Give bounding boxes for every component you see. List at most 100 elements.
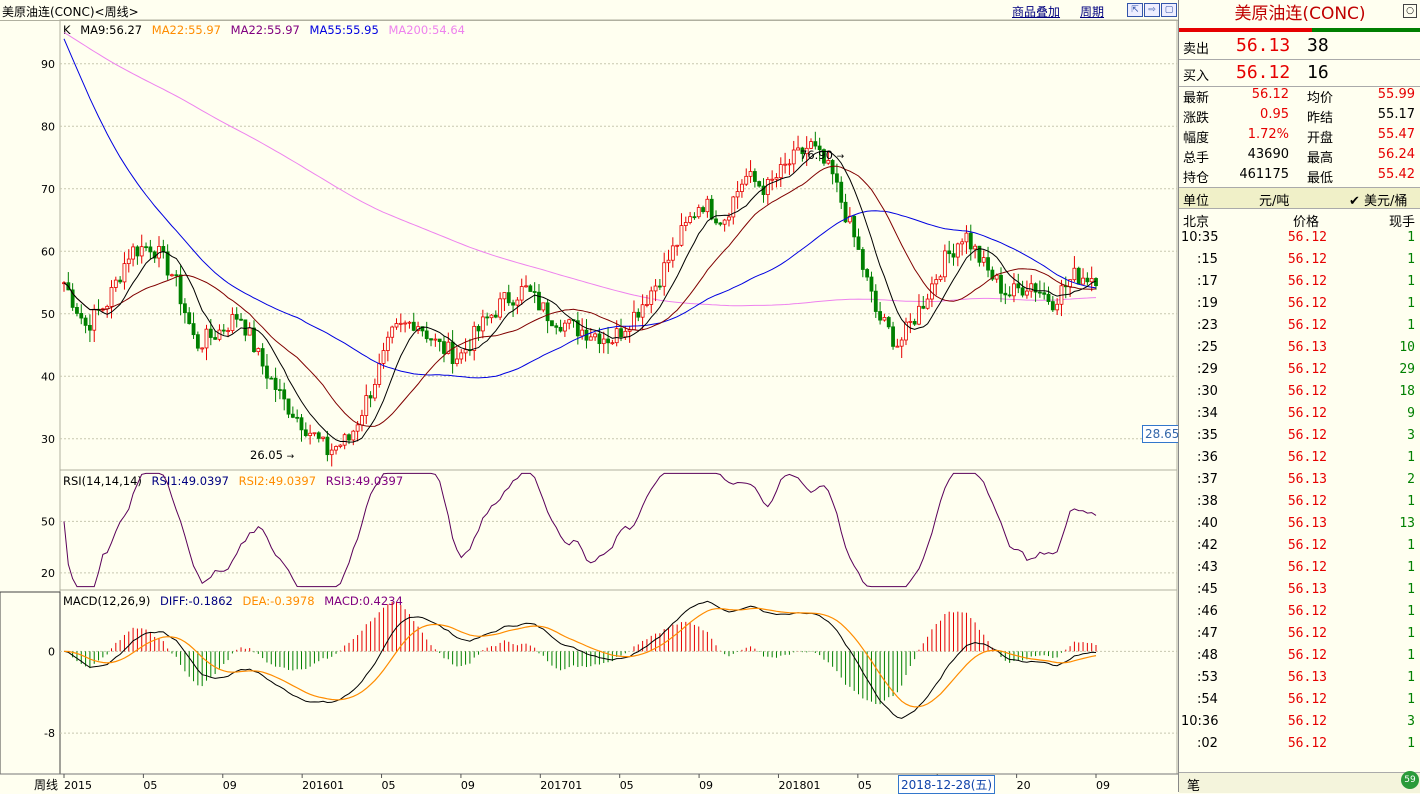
candle-body <box>131 246 135 260</box>
candle-body <box>822 149 826 164</box>
close-icon[interactable]: ○ <box>1403 4 1417 18</box>
next-icon[interactable]: ⇨ <box>1144 3 1160 17</box>
trade-qty: 29 <box>1399 362 1415 377</box>
candle-body <box>493 314 498 318</box>
trade-qty: 1 <box>1407 450 1415 465</box>
candle-body <box>243 319 248 336</box>
candle-body <box>938 276 943 280</box>
chart-svg[interactable]: 90 80 70 60 50 40 30 50 20 0 -8 2015 05 09 201601 05 09… <box>0 0 1178 792</box>
candle-body <box>640 304 645 318</box>
candle-body <box>390 326 395 338</box>
candle-body <box>316 432 321 439</box>
candle-body <box>942 250 947 278</box>
y-ticks: 90 80 70 60 50 40 30 50 20 0 -8 <box>41 58 55 740</box>
candle-body <box>502 292 507 300</box>
candle-body <box>731 196 736 218</box>
macd-legend: MACD(12,26,9) DIFF:-0.1862 DEA:-0.3978 M… <box>63 594 409 608</box>
candle-body <box>230 314 235 331</box>
candle-body <box>92 308 97 331</box>
candle-body <box>727 216 731 221</box>
candle-body <box>541 302 546 311</box>
trade-time: :17 <box>1197 274 1218 289</box>
candle-body <box>191 323 196 336</box>
candle-body <box>783 163 788 166</box>
trade-time: :48 <box>1197 648 1218 663</box>
trade-price: 56.12 <box>1287 428 1327 443</box>
x-tick-label: 05 <box>858 779 872 792</box>
dea-label: DEA:-0.3978 <box>242 594 315 608</box>
candle-body <box>791 149 796 165</box>
candle-body <box>433 338 438 341</box>
unit-cny-option[interactable]: 元/吨 <box>1259 194 1290 209</box>
candle-body <box>567 319 572 324</box>
candle-body <box>852 215 857 238</box>
y-tick-label: 20 <box>41 567 55 580</box>
candle-body <box>878 311 883 321</box>
candle-body <box>407 321 412 324</box>
candle-body <box>575 320 580 337</box>
side-value-box: 28.65 <box>1142 425 1183 443</box>
trade-qty: 3 <box>1407 428 1415 443</box>
candle-body <box>277 389 282 391</box>
candle-body <box>1012 283 1016 297</box>
candle-body <box>265 365 269 379</box>
candle-body <box>303 429 308 437</box>
candle-body <box>515 299 520 306</box>
stat-row: 持仓 461175 最低 55.42 <box>1179 167 1420 187</box>
restore-icon[interactable]: ⇱ <box>1127 3 1143 17</box>
candle-body <box>364 395 369 416</box>
candle-body <box>999 274 1003 294</box>
trade-row: :17 56.12 1 <box>1179 274 1420 296</box>
unit-usd-option[interactable]: ✔ 美元/桶 <box>1349 194 1408 209</box>
bottom-tabbar: 笔 59 <box>1179 771 1420 794</box>
candle-body <box>455 358 459 364</box>
maximize-icon[interactable]: ▢ <box>1161 3 1177 17</box>
rsi3-label: RSI3:49.0397 <box>325 474 404 488</box>
trade-time: :54 <box>1197 692 1218 707</box>
candle-body <box>709 198 714 220</box>
candle-body <box>843 201 848 223</box>
macd-panel-frame <box>59 589 1178 775</box>
candle-body <box>1007 294 1012 297</box>
candle-body <box>968 232 973 250</box>
trade-header: 北京 价格 现手 <box>1179 209 1420 230</box>
trade-qty: 3 <box>1407 714 1415 729</box>
candle-body <box>856 236 861 250</box>
trade-row: :47 56.12 1 <box>1179 626 1420 648</box>
y-tick-label: 0 <box>48 645 55 658</box>
high-value: 76.90 <box>800 148 833 162</box>
trade-qty: 1 <box>1407 670 1415 685</box>
candle-body <box>588 336 593 341</box>
candle-body <box>830 160 835 175</box>
candle-body <box>977 245 982 263</box>
high-label: 76.90 → <box>800 148 845 162</box>
candle-body <box>234 314 239 320</box>
trade-qty: 13 <box>1399 516 1415 531</box>
ma9-label: MA9:56.27 <box>80 23 143 37</box>
candle-body <box>744 175 749 185</box>
candle-body <box>899 339 904 347</box>
left-selector <box>0 591 61 775</box>
overlay-button[interactable]: 商品叠加 <box>1012 5 1061 19</box>
candle-body <box>606 338 610 344</box>
candle-body <box>308 432 313 437</box>
ma55-line <box>63 38 1097 379</box>
y-tick-label: 80 <box>41 120 55 133</box>
candle-body <box>200 347 205 350</box>
trade-time: :34 <box>1197 406 1218 421</box>
rsi-line <box>63 472 1097 588</box>
trade-qty: 1 <box>1407 604 1415 619</box>
candle-body <box>917 305 921 325</box>
trade-price: 56.12 <box>1287 406 1327 421</box>
period-button[interactable]: 周期 <box>1080 5 1105 19</box>
trade-row: :43 56.12 1 <box>1179 560 1420 582</box>
tick-tab[interactable]: 笔 <box>1187 779 1201 794</box>
trade-time: 10:36 <box>1181 714 1219 729</box>
rsi-name: RSI(14,14,14) <box>63 474 142 488</box>
candle-body <box>170 274 174 277</box>
candle-body <box>351 430 356 441</box>
stat-value: 55.99 <box>1377 87 1415 102</box>
quote-divider <box>1179 28 1420 32</box>
chart-area[interactable]: 美原油连(CONC)<周线> 商品叠加 周期 ⇱ ⇨ ▢ K MA9:56.27… <box>0 0 1183 794</box>
candle-body <box>450 341 455 364</box>
